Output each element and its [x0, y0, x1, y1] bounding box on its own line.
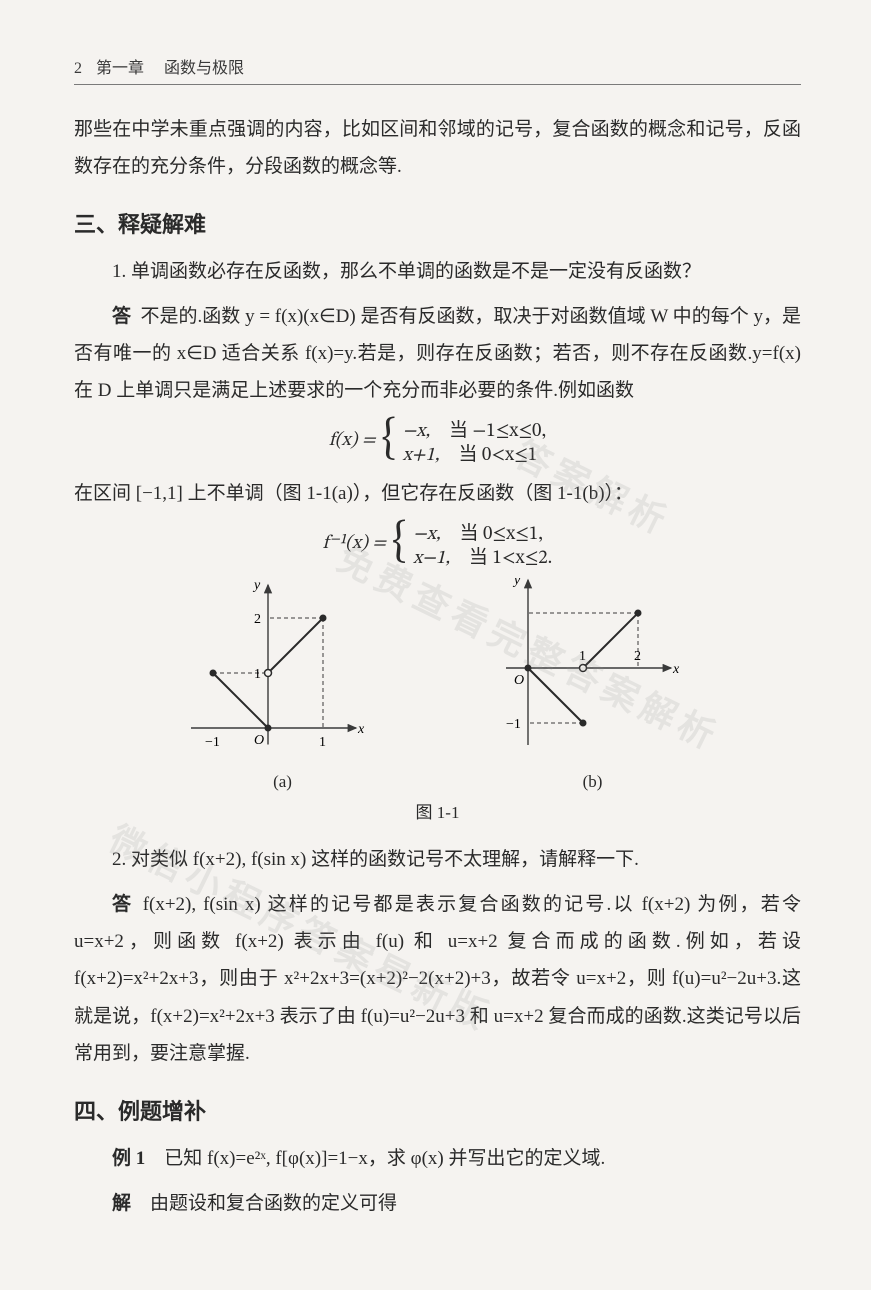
figure-b-svg: x y O 1 2 −1: [468, 578, 718, 768]
svg-text:x: x: [672, 662, 680, 677]
page-number: 2: [74, 60, 92, 78]
svg-text:y: y: [512, 578, 521, 588]
q1-mid: 在区间 [−1,1] 上不单调（图 1-1(a)），但它存在反函数（图 1-1(…: [74, 475, 801, 512]
ex1-text: 已知 f(x)=e²ˣ, f[φ(x)]=1−x，求 φ(x) 并写出它的定义域…: [164, 1148, 605, 1169]
finv-case2-expr: x−1,: [413, 549, 450, 568]
finv-case1-cond: 当 0≤x≤1,: [460, 525, 543, 544]
finv-piecewise: f⁻¹(x) = { −x, 当 0≤x≤1, x−1, 当 1<x≤2.: [74, 520, 801, 568]
svg-text:−1: −1: [506, 717, 521, 732]
chapter-label: 第一章: [96, 60, 144, 77]
svg-text:1: 1: [579, 649, 586, 664]
running-header: 2 第一章 函数与极限: [74, 54, 801, 78]
figure-caption: 图 1-1: [158, 798, 718, 823]
figure-a-caption: (a): [158, 772, 408, 792]
f-case1-cond: 当 −1≤x≤0,: [449, 422, 546, 441]
solution-label: 解: [112, 1193, 131, 1214]
f-case1-expr: −x,: [403, 422, 430, 441]
svg-text:2: 2: [634, 649, 641, 664]
svg-text:O: O: [514, 673, 524, 688]
finv-case1-expr: −x,: [413, 525, 440, 544]
q1-question: 1. 单调函数必存在反函数，那么不单调的函数是不是一定没有反函数？: [74, 253, 801, 290]
header-rule: [74, 84, 801, 85]
svg-text:x: x: [357, 722, 365, 737]
answer-label: 答: [112, 306, 141, 327]
section-4-heading: 四、例题增补: [74, 1094, 801, 1126]
f-lhs: f(x) =: [329, 426, 376, 456]
f-piecewise: f(x) = { −x, 当 −1≤x≤0, x+1, 当 0<x≤1: [74, 417, 801, 465]
ex1-solution: 解 由题设和复合函数的定义可得: [74, 1185, 801, 1222]
svg-text:1: 1: [319, 735, 326, 750]
f-case2-cond: 当 0<x≤1: [458, 446, 537, 465]
svg-text:y: y: [252, 578, 261, 593]
q1-answer-text: 不是的.函数 y = f(x)(x∈D) 是否有反函数，取决于对函数值域 W 中…: [74, 306, 801, 401]
chapter-title: 函数与极限: [164, 60, 244, 77]
ex1-problem: 例 1 已知 f(x)=e²ˣ, f[φ(x)]=1−x，求 φ(x) 并写出它…: [74, 1140, 801, 1177]
answer-label-2: 答: [112, 894, 143, 915]
q2-question: 2. 对类似 f(x+2), f(sin x) 这样的函数记号不太理解，请解释一…: [74, 841, 801, 878]
f-case2-expr: x+1,: [403, 446, 440, 465]
q2-answer: 答f(x+2), f(sin x) 这样的记号都是表示复合函数的记号.以 f(x…: [74, 886, 801, 1071]
example-label: 例 1: [112, 1148, 145, 1169]
finv-case2-cond: 当 1<x≤2.: [469, 549, 552, 568]
q2-answer-text: f(x+2), f(sin x) 这样的记号都是表示复合函数的记号.以 f(x+…: [74, 894, 801, 1063]
figure-a-svg: x y O 1 −1 1 2: [158, 578, 408, 768]
q1-answer-p1: 答不是的.函数 y = f(x)(x∈D) 是否有反函数，取决于对函数值域 W …: [74, 298, 801, 409]
svg-text:2: 2: [254, 612, 261, 627]
figure-1-1: x y O 1 −1 1 2 (a) x y O 1 2 −1 (b) 图 1-1: [158, 578, 718, 823]
intro-paragraph: 那些在中学未重点强调的内容，比如区间和邻域的记号，复合函数的概念和记号，反函数存…: [74, 111, 801, 185]
ex1-sol-text: 由题设和复合函数的定义可得: [150, 1193, 397, 1214]
svg-text:1: 1: [254, 667, 261, 682]
svg-text:O: O: [254, 733, 264, 748]
finv-lhs: f⁻¹(x) =: [323, 529, 386, 559]
svg-text:−1: −1: [205, 735, 220, 750]
section-3-heading: 三、释疑解难: [74, 207, 801, 239]
figure-b-caption: (b): [468, 772, 718, 792]
